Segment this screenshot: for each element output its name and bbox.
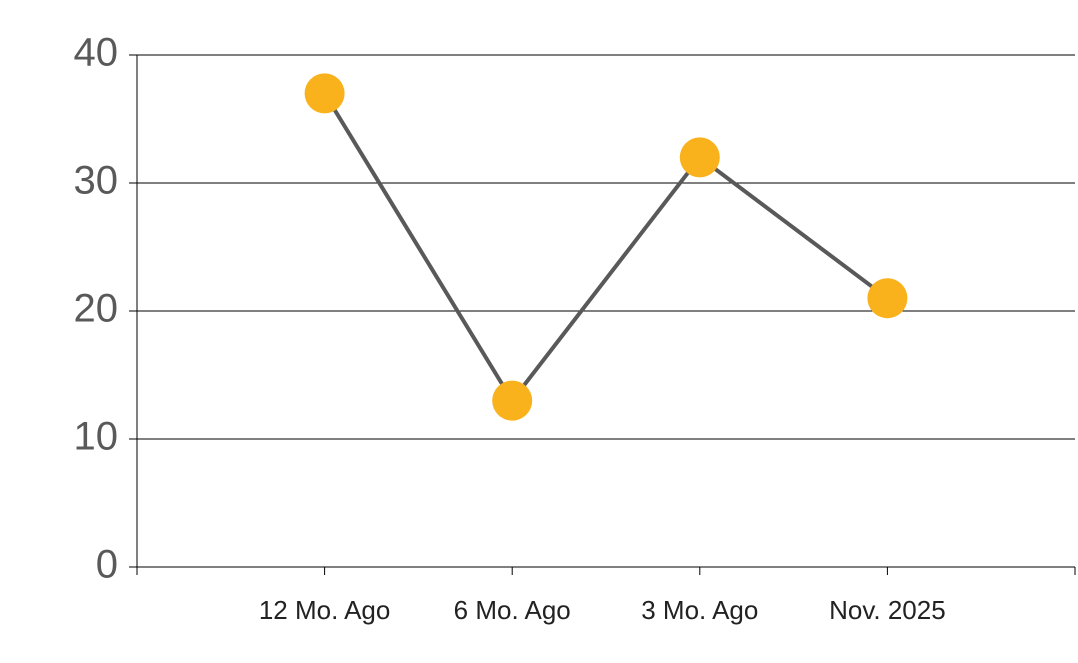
x-tick-label: Nov. 2025 bbox=[829, 595, 946, 625]
y-tick-label: 40 bbox=[74, 31, 119, 75]
y-tick-label: 30 bbox=[74, 159, 119, 203]
x-tick-label: 3 Mo. Ago bbox=[641, 595, 758, 625]
x-tick-label: 12 Mo. Ago bbox=[259, 595, 391, 625]
data-point bbox=[867, 278, 908, 319]
data-point bbox=[304, 73, 345, 114]
y-tick-label: 20 bbox=[74, 287, 119, 331]
data-point bbox=[679, 137, 720, 178]
x-tick-label: 6 Mo. Ago bbox=[454, 595, 571, 625]
y-tick-label: 10 bbox=[74, 415, 119, 459]
data-line bbox=[322, 92, 889, 405]
y-tick-label: 0 bbox=[96, 543, 118, 587]
data-point bbox=[492, 380, 533, 421]
